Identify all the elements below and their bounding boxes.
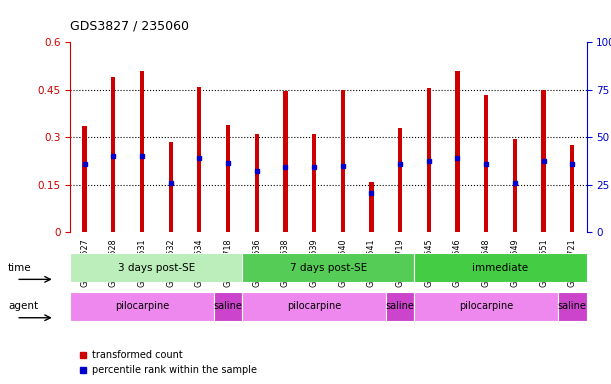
Bar <box>312 134 316 232</box>
Bar <box>513 139 517 232</box>
Bar <box>414 292 558 321</box>
Legend: transformed count, percentile rank within the sample: transformed count, percentile rank withi… <box>75 346 260 379</box>
Bar <box>484 94 488 232</box>
Bar <box>426 88 431 232</box>
Bar <box>140 71 144 232</box>
Bar <box>455 71 459 232</box>
Bar <box>70 292 214 321</box>
Text: 7 days post-SE: 7 days post-SE <box>290 263 367 273</box>
Text: pilocarpine: pilocarpine <box>115 301 169 311</box>
Text: 3 days post-SE: 3 days post-SE <box>118 263 195 273</box>
Text: pilocarpine: pilocarpine <box>287 301 341 311</box>
Text: pilocarpine: pilocarpine <box>459 301 513 311</box>
Bar <box>558 292 587 321</box>
Bar <box>386 292 414 321</box>
Text: saline: saline <box>214 301 243 311</box>
Bar <box>197 87 202 232</box>
Text: saline: saline <box>558 301 587 311</box>
Text: time: time <box>8 263 32 273</box>
Bar <box>243 292 386 321</box>
Bar <box>70 253 243 282</box>
Bar <box>214 292 243 321</box>
Text: immediate: immediate <box>472 263 529 273</box>
Bar <box>414 253 587 282</box>
Bar <box>226 124 230 232</box>
Bar <box>398 128 402 232</box>
Bar <box>570 145 574 232</box>
Bar <box>541 90 546 232</box>
Text: saline: saline <box>386 301 414 311</box>
Bar <box>111 77 115 232</box>
Bar <box>169 142 173 232</box>
Bar <box>243 253 414 282</box>
Text: agent: agent <box>8 301 38 311</box>
Text: GDS3827 / 235060: GDS3827 / 235060 <box>70 20 189 33</box>
Bar <box>284 91 288 232</box>
Bar <box>255 134 259 232</box>
Bar <box>369 182 373 232</box>
Bar <box>82 126 87 232</box>
Bar <box>340 90 345 232</box>
